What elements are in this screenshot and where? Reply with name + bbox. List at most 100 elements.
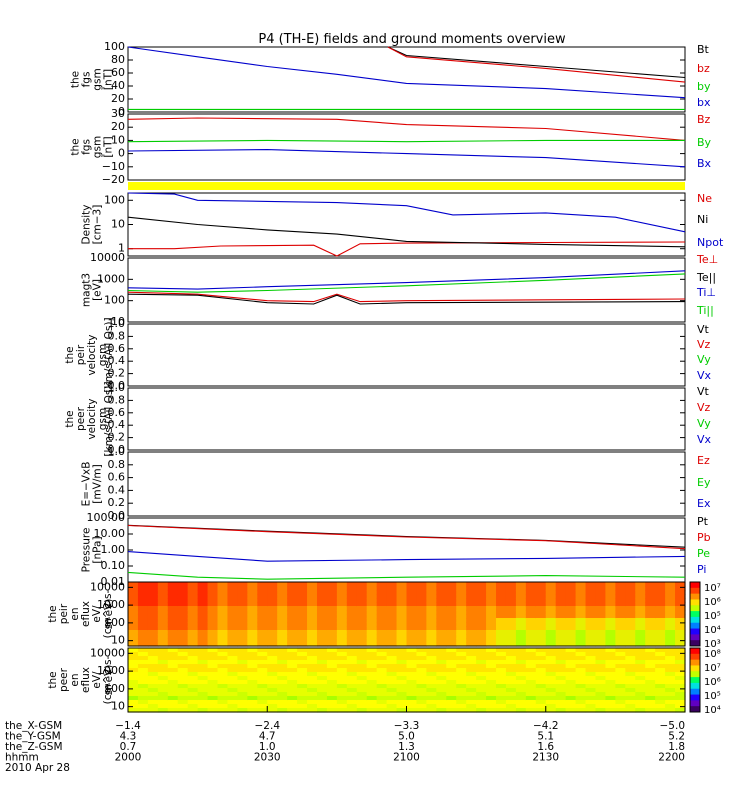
heatmap-cell bbox=[257, 610, 268, 615]
heatmap-cell bbox=[386, 582, 398, 587]
heatmap-cell bbox=[227, 614, 239, 619]
heatmap-cell bbox=[227, 656, 239, 661]
heatmap-cell bbox=[297, 602, 308, 607]
heatmap-cell bbox=[595, 642, 607, 647]
heatmap-cell bbox=[376, 590, 388, 595]
heatmap-cell bbox=[456, 590, 467, 595]
heatmap-cell bbox=[336, 626, 348, 631]
heatmap-cell bbox=[486, 656, 497, 661]
heatmap-cell bbox=[515, 680, 527, 685]
heatmap-cell bbox=[336, 680, 348, 685]
heatmap-cell bbox=[496, 648, 507, 653]
heatmap-cell bbox=[237, 606, 248, 611]
heatmap-cell bbox=[535, 664, 547, 669]
heatmap-cell bbox=[446, 622, 457, 627]
heatmap-cell bbox=[396, 672, 408, 677]
heatmap-cell bbox=[147, 614, 159, 619]
heatmap-cell bbox=[386, 630, 398, 635]
heatmap-cell bbox=[575, 638, 587, 643]
heatmap-cell bbox=[645, 696, 656, 701]
series-line-bz bbox=[127, 117, 686, 141]
heatmap-cell bbox=[476, 660, 487, 665]
heatmap-cell bbox=[287, 618, 298, 623]
heatmap-cell bbox=[515, 652, 527, 657]
heatmap-cell bbox=[635, 610, 646, 615]
heatmap-cell bbox=[555, 594, 567, 599]
heatmap-cell bbox=[436, 626, 447, 631]
heatmap-cell bbox=[585, 696, 597, 701]
heatmap-cell bbox=[277, 700, 288, 705]
heatmap-cell bbox=[406, 622, 418, 627]
x-axis-value: 2030 bbox=[254, 752, 281, 764]
heatmap-cell bbox=[645, 622, 656, 627]
heatmap-cell bbox=[496, 664, 507, 669]
y-tick-label: 60 bbox=[111, 66, 125, 79]
heatmap-cell bbox=[217, 648, 229, 653]
x-axis-row-label: hhmm bbox=[5, 752, 39, 764]
heatmap-cell bbox=[277, 648, 288, 653]
heatmap-cell bbox=[555, 582, 567, 587]
heatmap-cell bbox=[297, 582, 308, 587]
y-tick-label: 1.00 bbox=[101, 543, 126, 556]
heatmap-cell bbox=[297, 630, 308, 635]
heatmap-cell bbox=[356, 606, 368, 611]
heatmap-cell bbox=[217, 664, 229, 669]
heatmap-cell bbox=[545, 680, 557, 685]
heatmap-cell bbox=[147, 684, 159, 689]
heatmap-cell bbox=[386, 700, 398, 705]
heatmap-cell bbox=[406, 692, 418, 697]
series-line-by bbox=[127, 139, 685, 143]
heatmap-cell bbox=[625, 696, 636, 701]
heatmap-cell bbox=[456, 598, 467, 603]
heatmap-cell bbox=[555, 704, 567, 709]
heatmap-cell bbox=[128, 700, 139, 705]
heatmap-cell bbox=[575, 676, 587, 681]
heatmap-cell bbox=[197, 668, 209, 673]
heatmap-cell bbox=[655, 680, 666, 685]
heatmap-cell bbox=[237, 704, 248, 709]
heatmap-cell bbox=[675, 598, 686, 603]
heatmap-cell bbox=[207, 634, 219, 639]
heatmap-cell bbox=[187, 586, 199, 591]
heatmap-cell bbox=[227, 630, 239, 635]
heatmap-cell bbox=[466, 630, 477, 635]
heatmap-cell bbox=[585, 648, 597, 653]
heatmap-cell bbox=[376, 680, 388, 685]
heatmap-cell bbox=[277, 680, 288, 685]
heatmap-cell bbox=[267, 660, 278, 665]
heatmap-cell bbox=[505, 684, 517, 689]
heatmap-cell bbox=[167, 680, 179, 685]
heatmap-cell bbox=[505, 660, 517, 665]
y-tick-label: 1000 bbox=[97, 598, 125, 611]
y-tick-label: 0.6 bbox=[108, 342, 126, 355]
heatmap-cell bbox=[257, 614, 268, 619]
heatmap-cell bbox=[486, 590, 497, 595]
heatmap-cell bbox=[157, 606, 169, 611]
heatmap-cell bbox=[575, 648, 587, 653]
heatmap-cell bbox=[515, 590, 527, 595]
heatmap-cell bbox=[376, 634, 388, 639]
heatmap-cell bbox=[207, 656, 219, 661]
heatmap-cell bbox=[416, 648, 427, 653]
heatmap-cell bbox=[247, 610, 258, 615]
heatmap-cell bbox=[565, 594, 577, 599]
heatmap-cell bbox=[625, 672, 636, 677]
heatmap-cell bbox=[515, 648, 527, 653]
heatmap-cell bbox=[665, 688, 676, 693]
heatmap-cell bbox=[376, 656, 388, 661]
heatmap-cell bbox=[645, 676, 656, 681]
y-tick-label: −20 bbox=[102, 173, 125, 186]
heatmap-cell bbox=[137, 606, 149, 611]
x-axis-value: −1.4 bbox=[115, 720, 141, 732]
heatmap-cell bbox=[655, 656, 666, 661]
heatmap-cell bbox=[396, 622, 408, 627]
heatmap-cell bbox=[376, 652, 388, 657]
heatmap-cell bbox=[625, 598, 636, 603]
heatmap-cell bbox=[137, 634, 149, 639]
heatmap-cell bbox=[496, 700, 507, 705]
heatmap-cell bbox=[197, 586, 209, 591]
heatmap-cell bbox=[287, 696, 298, 701]
heatmap-cell bbox=[416, 696, 427, 701]
heatmap-cell bbox=[446, 692, 457, 697]
heatmap-cell bbox=[575, 684, 587, 689]
